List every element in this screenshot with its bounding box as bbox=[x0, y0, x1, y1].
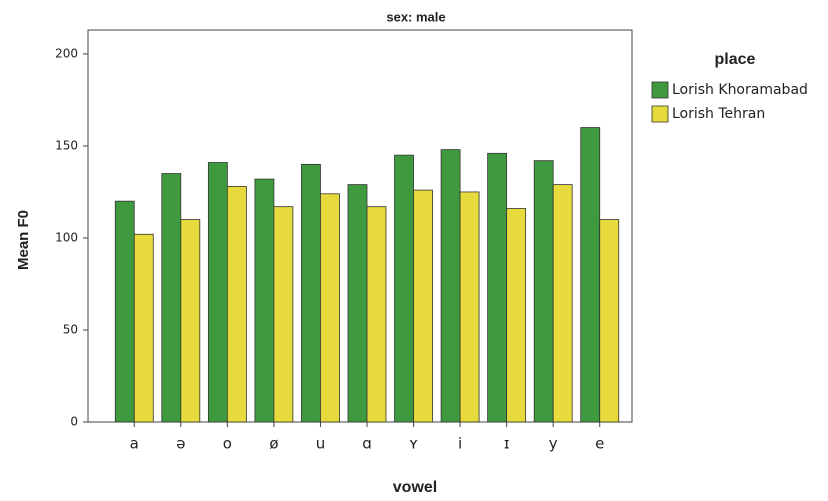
bar bbox=[599, 219, 620, 423]
bar bbox=[226, 186, 247, 423]
bar bbox=[440, 149, 461, 423]
bar bbox=[254, 178, 275, 423]
x-tick-label: ʏ bbox=[409, 435, 418, 453]
bar bbox=[301, 163, 321, 423]
bar bbox=[114, 200, 135, 423]
bar bbox=[487, 152, 508, 423]
x-tick-label: ø bbox=[269, 435, 278, 453]
x-tick-label: i bbox=[458, 435, 462, 453]
bar bbox=[459, 191, 480, 423]
x-tick-label: o bbox=[223, 435, 232, 453]
legend-swatch bbox=[651, 105, 669, 123]
legend-label: Lorish Tehran bbox=[672, 106, 765, 122]
x-tick-label: y bbox=[549, 435, 558, 453]
x-tick-label: ə bbox=[176, 435, 185, 453]
x-tick-label: ɪ bbox=[504, 435, 510, 453]
bar bbox=[161, 173, 182, 423]
bar bbox=[394, 154, 414, 423]
bar bbox=[320, 193, 340, 423]
bar bbox=[366, 206, 387, 423]
bar bbox=[552, 184, 573, 423]
x-axis-label: vowel bbox=[393, 479, 437, 496]
y-axis-label: Mean F0 bbox=[15, 210, 32, 270]
bar bbox=[133, 233, 154, 423]
y-tick-label: 100 bbox=[55, 230, 78, 244]
chart-title: sex: male bbox=[386, 9, 445, 24]
legend-title: place bbox=[715, 51, 756, 68]
x-tick-label: u bbox=[316, 435, 326, 453]
y-tick-label: 200 bbox=[55, 46, 78, 60]
bar bbox=[580, 127, 601, 423]
x-tick-label: e bbox=[595, 435, 604, 453]
x-tick-label: a bbox=[130, 435, 139, 453]
bar bbox=[506, 208, 527, 423]
bar bbox=[207, 162, 228, 423]
bar bbox=[180, 219, 201, 423]
legend-label: Lorish Khoramabad bbox=[672, 82, 808, 98]
bar bbox=[533, 160, 554, 423]
bar bbox=[413, 189, 433, 423]
y-tick-label: 50 bbox=[63, 322, 78, 336]
bar bbox=[347, 184, 368, 423]
y-tick-label: 0 bbox=[70, 415, 78, 429]
x-tick-label: ɑ bbox=[362, 435, 372, 453]
bar bbox=[273, 206, 294, 423]
y-tick-label: 150 bbox=[55, 138, 78, 152]
legend-swatch bbox=[651, 81, 669, 99]
